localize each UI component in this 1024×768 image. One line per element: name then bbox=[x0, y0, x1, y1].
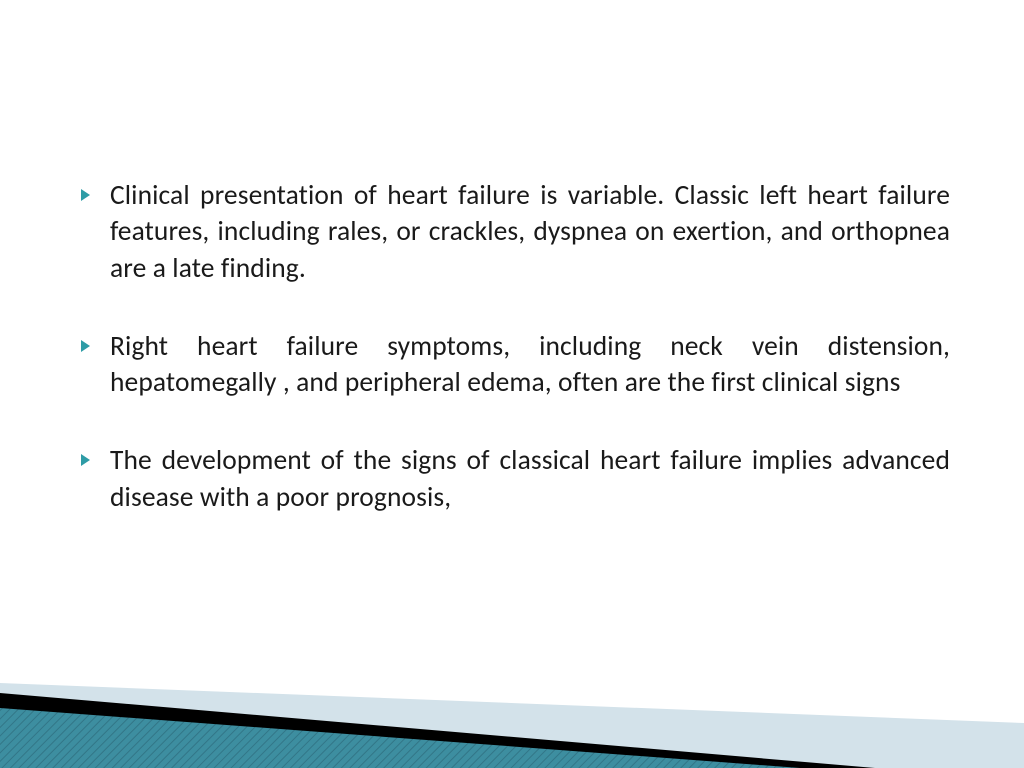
list-item: Right heart failure symptoms, including … bbox=[80, 329, 950, 402]
bullet-text: The development of the signs of classica… bbox=[110, 443, 950, 516]
bullet-arrow-icon bbox=[80, 178, 110, 202]
bullet-arrow-icon bbox=[80, 443, 110, 467]
list-item: The development of the signs of classica… bbox=[80, 443, 950, 516]
slide-decor-triangles bbox=[0, 608, 1024, 768]
slide: Clinical presentation of heart failure i… bbox=[0, 0, 1024, 768]
bullet-text: Right heart failure symptoms, including … bbox=[110, 329, 950, 402]
list-item: Clinical presentation of heart failure i… bbox=[80, 178, 950, 287]
bullet-text: Clinical presentation of heart failure i… bbox=[110, 178, 950, 287]
slide-body: Clinical presentation of heart failure i… bbox=[80, 178, 950, 558]
bullet-arrow-icon bbox=[80, 329, 110, 353]
